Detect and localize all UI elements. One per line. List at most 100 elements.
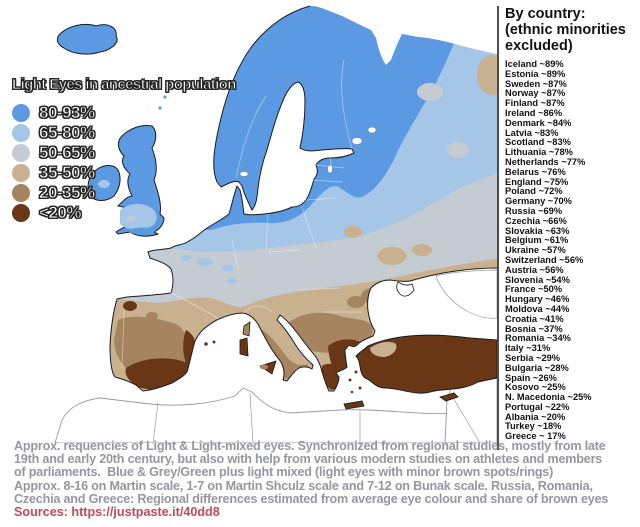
caption-line-3: of parliaments. Blue & Grey/Green plus l… — [14, 465, 554, 480]
country-value: ~25% — [541, 382, 566, 393]
region-great-britain — [115, 95, 167, 237]
country-value: ~87% — [542, 78, 567, 89]
country-name: Finland — [505, 98, 541, 109]
country-row: Switzerland ~56% — [505, 254, 638, 266]
country-row: Romania ~34% — [505, 333, 638, 344]
country-row: Spain ~26% — [505, 372, 638, 384]
country-name: England — [505, 176, 545, 187]
country-name: Slovenia — [505, 274, 546, 285]
legend-title: Light Eyes in ancestral population — [12, 76, 237, 94]
country-row: Denmark ~84% — [505, 118, 638, 129]
country-name: Sweden — [505, 78, 543, 89]
country-name: Switzerland — [505, 254, 560, 265]
country-row: Ireland ~86% — [505, 108, 638, 119]
country-value: ~ 17% — [539, 431, 566, 442]
country-name: Germany — [505, 196, 548, 207]
country-value: ~31% — [526, 343, 551, 354]
country-row: Albania ~20% — [505, 411, 638, 423]
country-row: Austria ~56% — [505, 264, 638, 276]
country-name: Poland — [505, 186, 539, 197]
mainland-coastline — [109, 5, 498, 392]
country-row: France ~50% — [505, 284, 638, 295]
country-name: Bulgaria — [505, 362, 545, 373]
legend-swatch-icon — [12, 144, 30, 162]
country-name: Lithuania — [505, 147, 549, 158]
country-value: ~54% — [545, 274, 570, 285]
caption-line-2: 19th and early 20th century, but also wi… — [14, 452, 603, 467]
sources-label: Sources: — [14, 505, 68, 520]
country-value: ~29% — [536, 352, 561, 363]
country-value: ~41% — [539, 313, 564, 324]
panel-divider — [497, 6, 499, 450]
country-value: ~83% — [534, 127, 559, 138]
country-value: ~78% — [548, 147, 573, 158]
country-name: Albania — [505, 411, 542, 422]
country-row: Italy ~31% — [505, 343, 638, 354]
country-row: Germany ~70% — [505, 196, 638, 207]
country-name: Spain — [505, 372, 533, 383]
caption-line-1: Approx. requencies of Light & Light-mixe… — [14, 439, 606, 453]
country-value: ~37% — [538, 323, 563, 334]
country-value: ~46% — [545, 294, 570, 305]
country-name: Scotland — [505, 137, 547, 148]
country-value: ~22% — [545, 401, 570, 412]
region-caucasus — [435, 269, 498, 319]
country-name: Ukraine — [505, 245, 542, 256]
country-name: Latvia — [505, 127, 535, 138]
legend-row: 50-65% — [12, 143, 242, 163]
country-value: ~89% — [539, 59, 564, 69]
country-row: Estonia ~89% — [505, 68, 638, 80]
country-name: Moldova — [505, 303, 546, 314]
country-row: Czechia ~66% — [505, 216, 638, 227]
country-value: ~56% — [559, 254, 584, 265]
caption: Approx. requencies of Light & Light-mixe… — [14, 439, 636, 520]
country-list: Iceland ~89% Estonia ~89% Sweden ~87% No… — [505, 59, 638, 442]
country-row: Sweden ~87% — [505, 78, 638, 90]
region-ireland — [87, 165, 121, 201]
region-north-africa — [54, 387, 498, 444]
country-value: ~72% — [538, 186, 563, 197]
country-name: Netherlands — [505, 156, 562, 167]
country-row: Greece ~ 17% — [505, 431, 638, 442]
country-value: ~76% — [541, 166, 566, 177]
legend-row: 20-35% — [12, 183, 242, 203]
country-row: Poland ~72% — [505, 186, 638, 197]
country-value: ~56% — [539, 264, 564, 275]
lakes — [239, 126, 377, 177]
country-row: Latvia ~83% — [505, 127, 638, 139]
country-value: ~89% — [541, 68, 566, 79]
country-value: ~34% — [546, 333, 571, 344]
country-value: ~28% — [544, 362, 569, 373]
legend-row: 80-93% — [12, 103, 242, 123]
country-value: ~25% — [567, 392, 592, 403]
legend-swatch-icon — [12, 184, 30, 202]
country-row: Serbia ~29% — [505, 352, 638, 364]
legend-range-label: 35-50% — [39, 163, 96, 182]
country-row: Kosovo ~25% — [505, 382, 638, 393]
country-row: Ukraine ~57% — [505, 245, 638, 256]
legend-row: 65-80% — [12, 123, 242, 143]
country-name: Slovakia — [505, 225, 546, 236]
country-row: Croatia ~41% — [505, 313, 638, 325]
sources-url-link[interactable]: https://justpaste.it/40dd8 — [71, 505, 220, 520]
country-name: Turkey — [505, 421, 538, 432]
country-row: Moldova ~44% — [505, 303, 638, 315]
country-name: Iceland — [505, 59, 540, 69]
country-value: ~50% — [538, 284, 563, 295]
country-value: ~26% — [532, 372, 557, 383]
country-row: Slovakia ~63% — [505, 225, 638, 237]
country-value: ~87% — [541, 88, 566, 99]
country-name: Italy — [505, 343, 527, 354]
europe-map — [54, 5, 500, 444]
region-turkey — [355, 334, 498, 394]
legend-swatch-icon — [12, 104, 30, 122]
country-name: Portugal — [505, 401, 546, 412]
legend-rows: 80-93% 65-80% 50-65% 35-50% 20-35% <20% — [12, 103, 242, 223]
country-value: ~63% — [545, 225, 570, 236]
caption-line-5: Czechia and Greece: Regional differences… — [14, 491, 609, 506]
country-name: N. Macedonia — [505, 392, 568, 403]
country-name: Serbia — [505, 352, 537, 363]
country-value: ~83% — [546, 137, 571, 148]
country-row: Lithuania ~78% — [505, 147, 638, 158]
